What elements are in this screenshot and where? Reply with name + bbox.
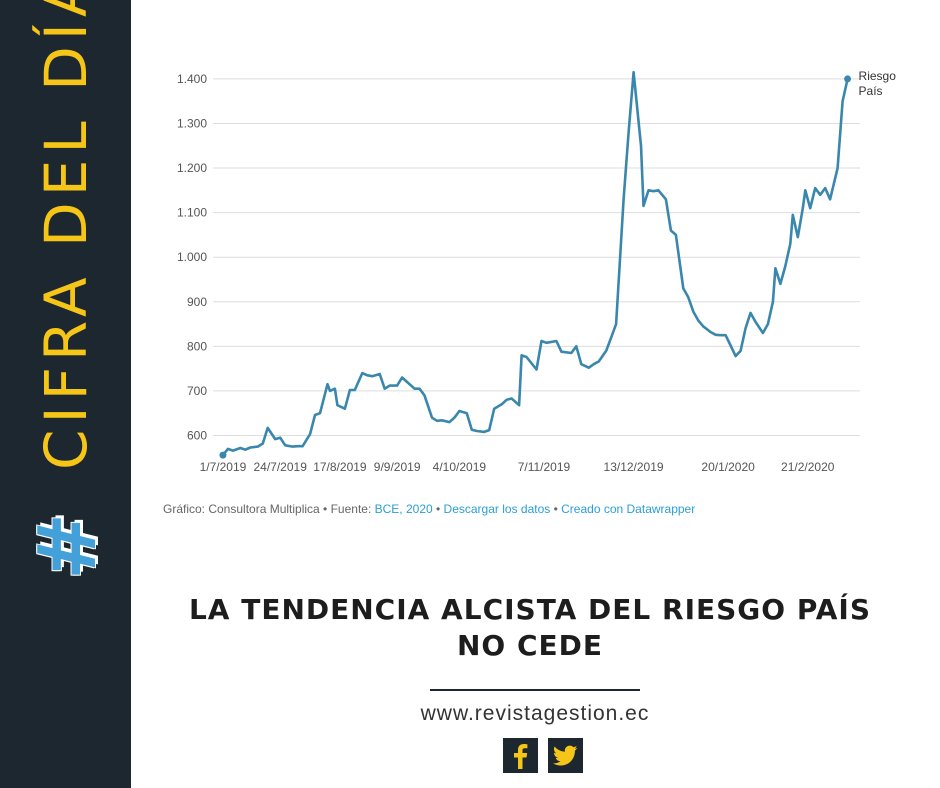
series-end-label: Riesgo País	[859, 69, 897, 98]
y-tick-label: 600	[187, 428, 207, 442]
x-tick-label: 13/12/2019	[604, 460, 664, 474]
sidebar-title: CIFRA DEL DÍA	[32, 0, 100, 470]
twitter-icon[interactable]	[548, 738, 583, 773]
x-tick-label: 17/8/2019	[313, 460, 367, 474]
y-tick-label: 700	[187, 384, 207, 398]
y-tick-label: 900	[187, 295, 207, 309]
x-tick-label: 4/10/2019	[433, 460, 487, 474]
x-tick-label: 21/2/2020	[781, 460, 835, 474]
x-tick-label: 24/7/2019	[253, 460, 307, 474]
x-tick-label: 20/1/2020	[701, 460, 755, 474]
series-end-point	[844, 75, 852, 83]
series-group	[219, 70, 852, 459]
headline-line-2: NO CEDE	[456, 629, 604, 662]
line-chart: 600 700 800 900 1.000 1.100 1.200 1.300 1.400 1/…	[177, 69, 897, 474]
x-tick-label: 9/9/2019	[374, 460, 421, 474]
facebook-icon[interactable]	[503, 738, 538, 773]
x-tick-label: 7/11/2019	[518, 460, 571, 474]
x-tick-label: 1/7/2019	[200, 460, 247, 474]
credits-prefix: Gráfico: Consultora Multiplica • Fuente:	[163, 502, 375, 516]
y-tick-label: 800	[187, 339, 207, 353]
series-line	[221, 70, 849, 457]
series-start-point	[219, 451, 227, 459]
datawrapper-link[interactable]: Creado con Datawrapper	[561, 502, 696, 516]
y-tick-label: 1.300	[177, 116, 207, 130]
y-tick-label: 1.000	[177, 250, 207, 264]
headline-line-1: LA TENDENCIA ALCISTA DEL RIESGO PAÍS	[188, 593, 872, 626]
divider	[430, 689, 640, 691]
chart-credits: Gráfico: Consultora Multiplica • Fuente:…	[163, 502, 695, 516]
sidebar-title-group: # CIFRA DEL DÍA	[0, 0, 131, 788]
hashtag-icon: #	[21, 512, 114, 580]
headline: LA TENDENCIA ALCISTA DEL RIESGO PAÍS NO …	[150, 592, 910, 664]
x-axis-tick-labels: 1/7/2019 24/7/2019 17/8/2019 9/9/2019 4/10/2…	[200, 460, 835, 474]
y-tick-label: 1.100	[177, 206, 207, 220]
grid-lines	[213, 78, 860, 436]
series-end-label-group: Riesgo País	[859, 69, 897, 98]
download-data-link[interactable]: Descargar los datos	[443, 502, 551, 516]
y-axis-tick-labels: 600 700 800 900 1.000 1.100 1.200 1.300 1.400	[177, 72, 207, 443]
credits-separator: •	[432, 502, 444, 516]
y-tick-label: 1.400	[177, 72, 207, 86]
y-tick-label: 1.200	[177, 161, 207, 175]
website-url[interactable]: www.revistagestion.ec	[420, 702, 650, 725]
source-link[interactable]: BCE, 2020	[374, 502, 433, 516]
credits-separator: •	[550, 502, 562, 516]
sidebar: # CIFRA DEL DÍA	[0, 0, 131, 788]
